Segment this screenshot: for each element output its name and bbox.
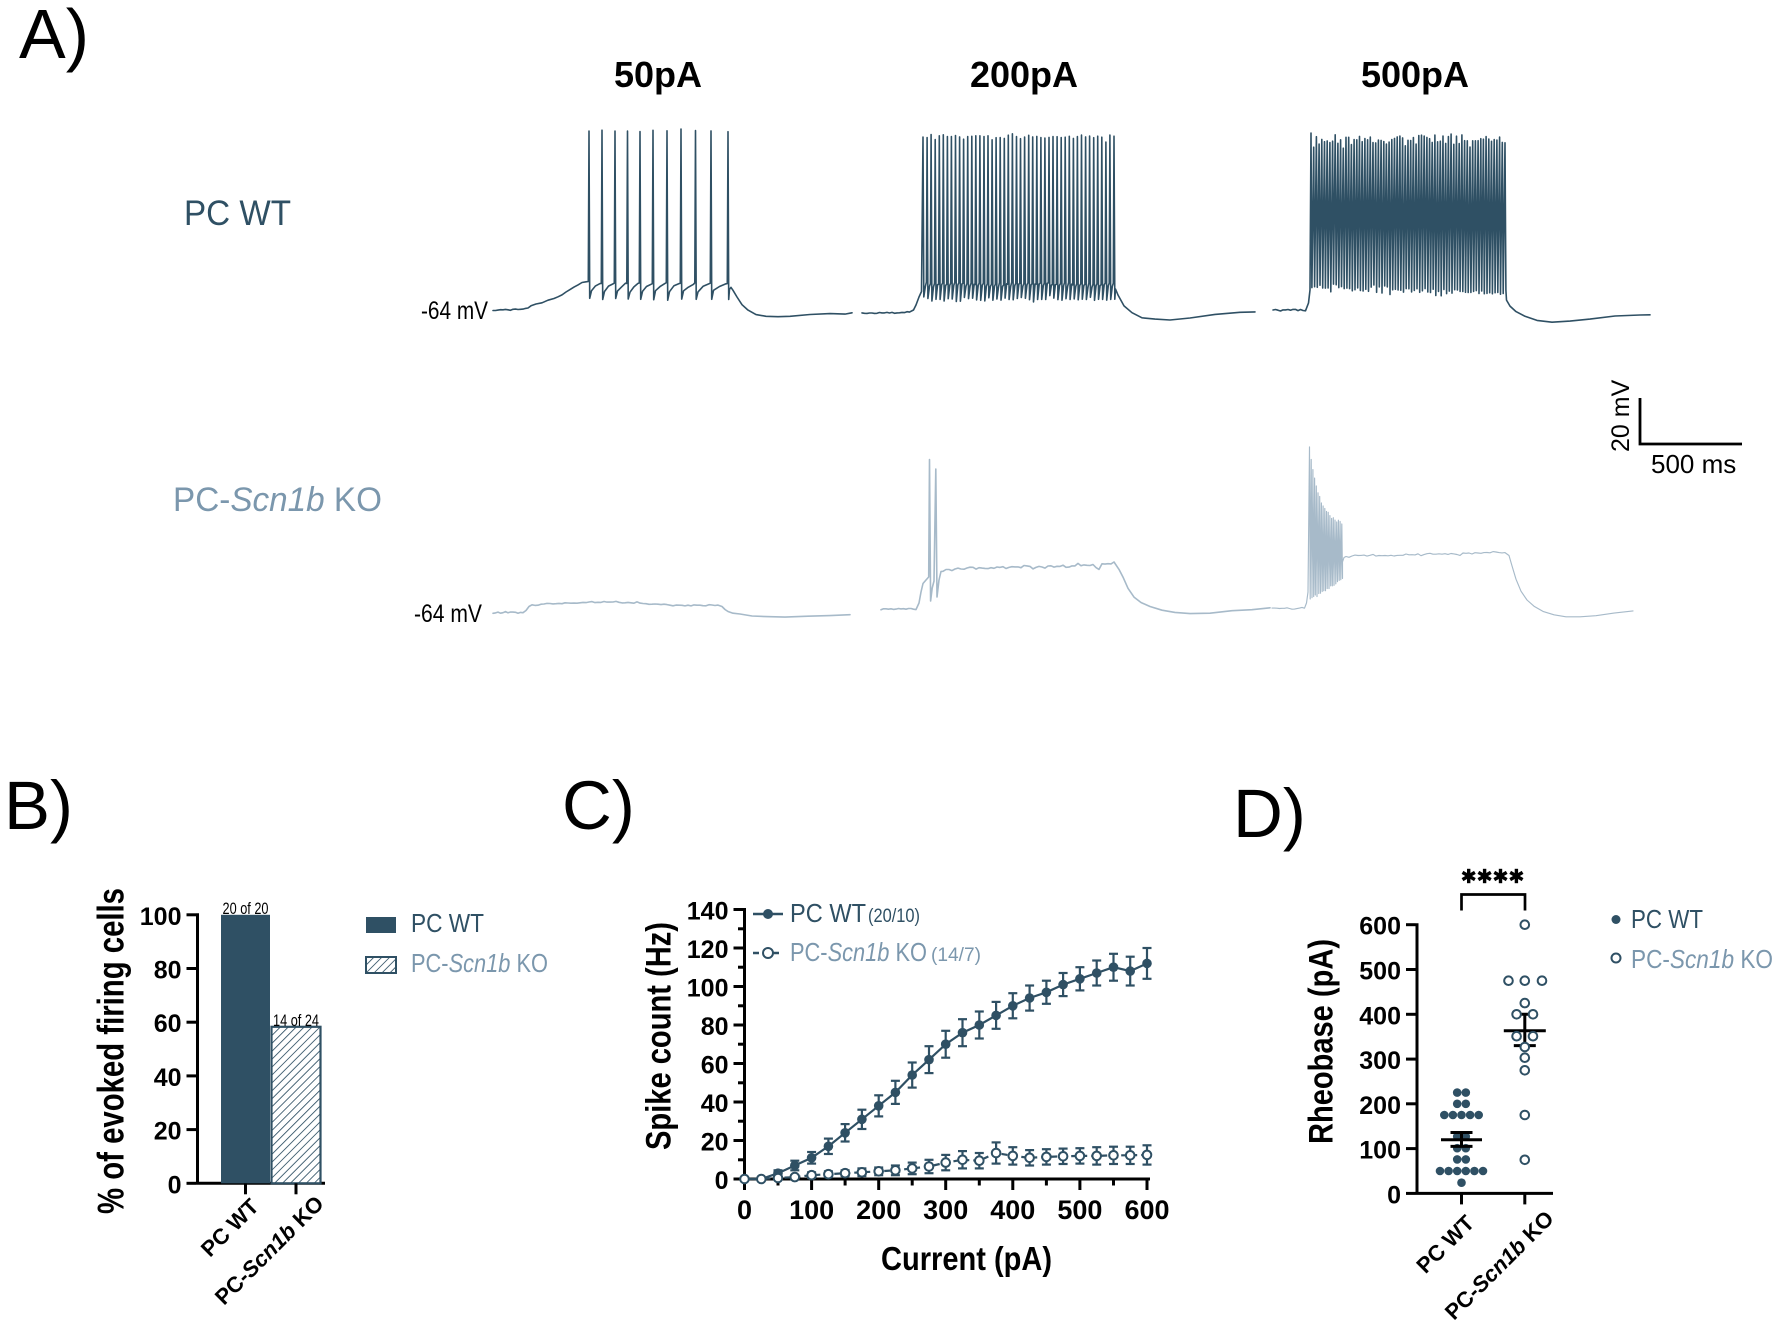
svg-text:Rheobase (pA): Rheobase (pA) <box>1303 939 1341 1144</box>
svg-text:PC WT: PC WT <box>411 908 484 938</box>
svg-text:60: 60 <box>154 1010 182 1038</box>
svg-text:0: 0 <box>168 1171 182 1199</box>
svg-text:PC WT: PC WT <box>1411 1210 1479 1278</box>
svg-text:500: 500 <box>1359 958 1401 986</box>
svg-text:20: 20 <box>154 1118 182 1146</box>
svg-text:A): A) <box>19 0 89 73</box>
svg-text:0: 0 <box>737 1195 752 1225</box>
svg-text:14 of 24: 14 of 24 <box>273 1011 319 1030</box>
svg-text:300: 300 <box>1359 1047 1401 1075</box>
svg-text:-64 mV: -64 mV <box>414 600 482 628</box>
svg-text:Current (pA): Current (pA) <box>881 1240 1052 1277</box>
svg-text:PC WT: PC WT <box>1631 904 1703 934</box>
svg-text:80: 80 <box>154 957 182 985</box>
svg-text:100: 100 <box>140 903 182 931</box>
svg-text:500 ms: 500 ms <box>1651 449 1736 479</box>
svg-text:500pA: 500pA <box>1361 54 1469 95</box>
svg-text:300: 300 <box>923 1195 968 1225</box>
svg-text:(14/7): (14/7) <box>931 945 981 966</box>
svg-text:200: 200 <box>1359 1092 1401 1120</box>
svg-text:D): D) <box>1233 775 1306 852</box>
svg-text:400: 400 <box>990 1195 1035 1225</box>
svg-text:C): C) <box>562 767 635 844</box>
svg-text:50pA: 50pA <box>614 54 702 95</box>
svg-text:B): B) <box>4 767 73 844</box>
svg-text:PC-Scn1b KO: PC-Scn1b KO <box>411 948 548 978</box>
svg-text:120: 120 <box>687 936 729 964</box>
svg-text:PC-Scn1b KO: PC-Scn1b KO <box>790 937 927 967</box>
svg-text:40: 40 <box>154 1064 182 1092</box>
svg-text:600: 600 <box>1124 1195 1169 1225</box>
svg-text:60: 60 <box>701 1052 729 1080</box>
svg-text:PC-Scn1b KO: PC-Scn1b KO <box>210 1191 329 1310</box>
svg-text:-64 mV: -64 mV <box>421 297 488 325</box>
svg-text:500: 500 <box>1057 1195 1102 1225</box>
svg-text:600: 600 <box>1359 913 1401 941</box>
svg-text:100: 100 <box>687 975 729 1003</box>
svg-text:Spike count (Hz): Spike count (Hz) <box>640 922 679 1150</box>
svg-text:100: 100 <box>789 1195 834 1225</box>
svg-text:(20/10): (20/10) <box>868 906 920 927</box>
svg-text:PC-Scn1b KO: PC-Scn1b KO <box>173 481 382 519</box>
svg-text:PC WT: PC WT <box>184 194 291 233</box>
svg-text:% of evoked firing cells: % of evoked firing cells <box>91 888 132 1214</box>
svg-text:PC WT: PC WT <box>790 898 866 928</box>
svg-text:200pA: 200pA <box>970 54 1078 95</box>
svg-text:80: 80 <box>701 1013 729 1041</box>
svg-text:140: 140 <box>687 898 729 926</box>
svg-text:PC-Scn1b KO: PC-Scn1b KO <box>1631 944 1773 974</box>
svg-text:100: 100 <box>1359 1137 1401 1165</box>
svg-text:40: 40 <box>701 1090 729 1118</box>
svg-text:20 mV: 20 mV <box>1607 379 1635 452</box>
svg-text:400: 400 <box>1359 1002 1401 1030</box>
svg-text:0: 0 <box>715 1167 729 1195</box>
svg-text:0: 0 <box>1387 1181 1401 1209</box>
svg-text:20 of 20: 20 of 20 <box>223 899 269 918</box>
svg-text:20: 20 <box>701 1129 729 1157</box>
svg-text:200: 200 <box>856 1195 901 1225</box>
